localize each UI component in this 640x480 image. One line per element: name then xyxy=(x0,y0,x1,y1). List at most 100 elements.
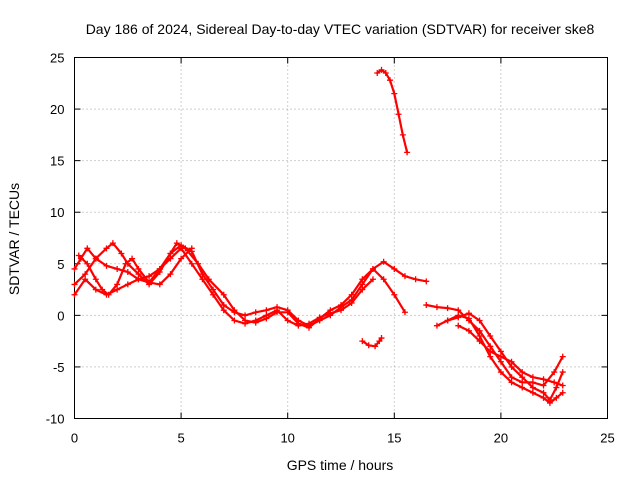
data-point xyxy=(205,276,212,283)
data-point xyxy=(529,384,536,391)
data-point xyxy=(103,262,110,269)
series-late-lower xyxy=(444,312,566,407)
data-point xyxy=(401,309,408,316)
data-point xyxy=(444,305,451,312)
data-point xyxy=(540,376,547,383)
x-tick-label: 15 xyxy=(387,431,401,446)
data-point xyxy=(369,265,376,272)
y-axis-label: SDTVAR / TECUs xyxy=(6,183,22,295)
data-point xyxy=(231,307,238,314)
y-tick-label: 15 xyxy=(50,154,64,169)
data-point xyxy=(210,291,217,298)
data-point xyxy=(220,307,227,314)
plot-frame xyxy=(74,57,608,419)
data-point xyxy=(529,374,536,381)
x-tick-label: 5 xyxy=(177,431,184,446)
data-point xyxy=(220,291,227,298)
data-point xyxy=(553,394,560,401)
data-point xyxy=(540,382,547,389)
data-point xyxy=(529,379,536,386)
data-point xyxy=(71,265,78,272)
data-point xyxy=(465,327,472,334)
data-point xyxy=(465,315,472,322)
data-point xyxy=(274,307,281,314)
data-point xyxy=(284,309,291,316)
data-point xyxy=(423,302,430,309)
data-point xyxy=(412,276,419,283)
data-point xyxy=(540,389,547,396)
data-point xyxy=(476,317,483,324)
data-point xyxy=(199,276,206,283)
data-point xyxy=(376,338,383,345)
data-point xyxy=(487,343,494,350)
data-point xyxy=(114,265,121,272)
data-point xyxy=(391,291,398,298)
data-point xyxy=(395,111,402,118)
data-point xyxy=(497,353,504,360)
data-point xyxy=(519,369,526,376)
data-point xyxy=(359,276,366,283)
data-point xyxy=(167,250,174,257)
series-outlier-low xyxy=(359,335,385,350)
data-point xyxy=(380,276,387,283)
data-point xyxy=(92,276,99,283)
data-point xyxy=(92,255,99,262)
data-point xyxy=(497,369,504,376)
data-point xyxy=(369,276,376,283)
data-point xyxy=(348,299,355,306)
data-point xyxy=(252,309,259,316)
data-point xyxy=(284,317,291,324)
data-point xyxy=(135,276,142,283)
data-point xyxy=(508,379,515,386)
data-point xyxy=(529,389,536,396)
data-point xyxy=(487,348,494,355)
data-point xyxy=(487,353,494,360)
data-point xyxy=(378,335,385,342)
data-point xyxy=(124,269,131,276)
data-point xyxy=(380,258,387,265)
series-track-3 xyxy=(71,245,376,329)
data-point xyxy=(455,322,462,329)
data-point xyxy=(156,265,163,272)
data-point xyxy=(263,307,270,314)
data-point xyxy=(82,271,89,278)
data-point xyxy=(188,245,195,252)
data-point xyxy=(497,348,504,355)
y-tick-label: 25 xyxy=(50,51,64,66)
grid-lines xyxy=(74,57,608,419)
data-point xyxy=(559,369,566,376)
data-point xyxy=(519,374,526,381)
data-point xyxy=(124,281,131,288)
data-point xyxy=(82,276,89,283)
data-point xyxy=(146,279,153,286)
data-point xyxy=(508,374,515,381)
data-point xyxy=(559,382,566,389)
data-point xyxy=(118,250,125,257)
data-point xyxy=(316,314,323,321)
data-point xyxy=(391,265,398,272)
data-point xyxy=(553,384,560,391)
series-trace xyxy=(77,247,193,296)
data-point xyxy=(114,281,121,288)
data-point xyxy=(220,302,227,309)
data-point xyxy=(263,312,270,319)
data-point xyxy=(423,278,430,285)
data-point xyxy=(242,312,249,319)
data-point xyxy=(365,342,372,349)
data-point xyxy=(348,291,355,298)
data-point xyxy=(372,343,379,350)
data-point xyxy=(519,379,526,386)
series-track-4 xyxy=(75,245,195,298)
data-point xyxy=(476,332,483,339)
data-point xyxy=(487,332,494,339)
series-trace xyxy=(73,247,375,327)
data-point xyxy=(135,265,142,272)
data-point xyxy=(242,320,249,327)
data-point xyxy=(540,394,547,401)
series-outlier-high xyxy=(374,66,411,156)
data-point xyxy=(231,317,238,324)
data-point xyxy=(188,260,195,267)
data-point xyxy=(374,69,381,76)
x-axis-label: GPS time / hours xyxy=(287,457,394,473)
